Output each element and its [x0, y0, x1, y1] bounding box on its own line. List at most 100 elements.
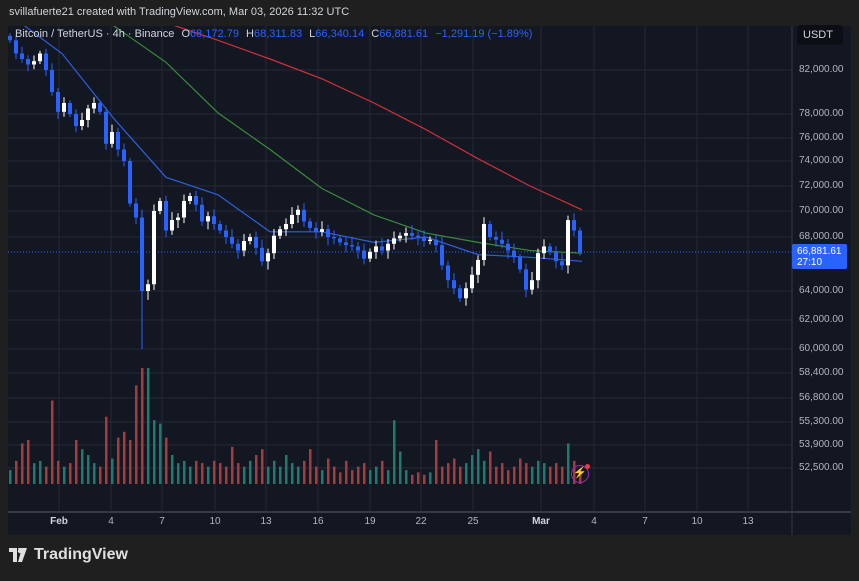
candle-body — [254, 237, 258, 248]
volume-bar — [495, 466, 498, 484]
time-tick-label: 13 — [260, 516, 272, 527]
candle-body — [290, 214, 294, 224]
candle-body — [542, 246, 546, 254]
volume-bar — [129, 439, 132, 484]
candle-body — [398, 235, 402, 239]
volume-bar — [489, 451, 492, 484]
volume-bar — [33, 463, 36, 484]
current-price: 66,881.61 — [797, 246, 842, 257]
symbol-title[interactable]: Bitcoin / TetherUS · 4h · Binance — [15, 28, 175, 40]
candle-body — [74, 114, 78, 126]
candle-body — [236, 243, 240, 251]
volume-bar — [63, 466, 66, 484]
candle-body — [338, 238, 342, 243]
open-label: O — [181, 28, 191, 40]
candle-body — [482, 224, 486, 260]
volume-bar — [309, 449, 312, 484]
candle-body — [218, 224, 222, 231]
volume-bar — [471, 455, 474, 484]
volume-bar — [87, 455, 90, 484]
candle-body — [494, 237, 498, 240]
volume-bar — [363, 463, 366, 484]
volume-bar — [81, 449, 84, 484]
candle-body — [212, 216, 216, 224]
candle-body — [272, 235, 276, 254]
candle-body — [434, 239, 438, 246]
volume-bar — [393, 420, 396, 484]
candle-body — [284, 224, 288, 230]
candle-body — [188, 196, 192, 201]
candle-body — [554, 251, 558, 262]
candle-body — [98, 103, 102, 112]
volume-bar — [9, 470, 12, 484]
candle-body — [326, 229, 330, 237]
time-tick-label: 22 — [415, 516, 427, 527]
candle-body — [20, 53, 24, 59]
volume-bar — [291, 463, 294, 484]
volume-bar — [423, 474, 426, 484]
plot-area — [8, 26, 792, 512]
brand-name: TradingView — [34, 546, 128, 563]
candle-body — [62, 103, 66, 112]
candle-body — [518, 257, 522, 270]
volume-bar — [237, 463, 240, 484]
lightning-bolt-icon[interactable]: ⚡ — [571, 464, 590, 483]
candle-body — [320, 229, 324, 232]
candle-body — [56, 92, 60, 112]
volume-bar — [285, 455, 288, 484]
low-label: L — [309, 28, 316, 40]
candle-body — [422, 237, 426, 242]
currency-button[interactable]: USDT — [797, 25, 843, 45]
price-tick-label: 78,000.00 — [799, 108, 844, 119]
candle-body — [458, 288, 462, 299]
high-value: 68,311.83 — [253, 28, 303, 40]
candle-body — [50, 70, 54, 92]
volume-bar — [435, 439, 438, 484]
candle-body — [44, 53, 48, 70]
candle-body — [296, 209, 300, 215]
volume-bar — [75, 439, 78, 484]
candle-body — [470, 274, 474, 289]
price-tick-label: 60,000.00 — [799, 343, 844, 354]
volume-bar — [429, 472, 432, 484]
time-tick-label: 16 — [312, 516, 324, 527]
candle-body — [368, 251, 372, 259]
candle-body — [392, 238, 396, 244]
volume-bar — [195, 460, 198, 484]
candle-body — [332, 237, 336, 239]
volume-bar — [483, 460, 486, 484]
candle-body — [116, 132, 120, 150]
volume-bar — [303, 460, 306, 484]
price-tick-label: 74,000.00 — [799, 155, 844, 166]
candle-body — [428, 239, 432, 242]
volume-bar — [99, 466, 102, 484]
candle-body — [110, 132, 114, 144]
volume-bar — [351, 470, 354, 484]
candle-body — [92, 103, 96, 109]
volume-bar — [273, 460, 276, 484]
volume-bar — [345, 460, 348, 484]
time-tick-label: 4 — [591, 516, 597, 527]
candle-body — [344, 242, 348, 246]
candle-body — [386, 243, 390, 251]
volume-bar — [165, 437, 168, 484]
candle-body — [224, 230, 228, 237]
volume-bar — [405, 470, 408, 484]
volume-bar — [111, 458, 114, 484]
symbol-legend: Bitcoin / TetherUS · 4h · Binance O68,17… — [15, 28, 532, 40]
candle-body — [230, 237, 234, 244]
candle-body — [440, 245, 444, 266]
candle-body — [86, 108, 90, 120]
low-value: 66,340.14 — [315, 28, 365, 40]
candle-body — [506, 243, 510, 251]
volume-bar — [375, 466, 378, 484]
time-tick-label: 19 — [364, 516, 376, 527]
volume-bar — [447, 463, 450, 484]
volume-bar — [315, 466, 318, 484]
volume-bar — [213, 460, 216, 484]
volume-bar — [57, 460, 60, 484]
volume-bar — [399, 451, 402, 484]
candle-body — [260, 247, 264, 262]
volume-bar — [183, 460, 186, 484]
